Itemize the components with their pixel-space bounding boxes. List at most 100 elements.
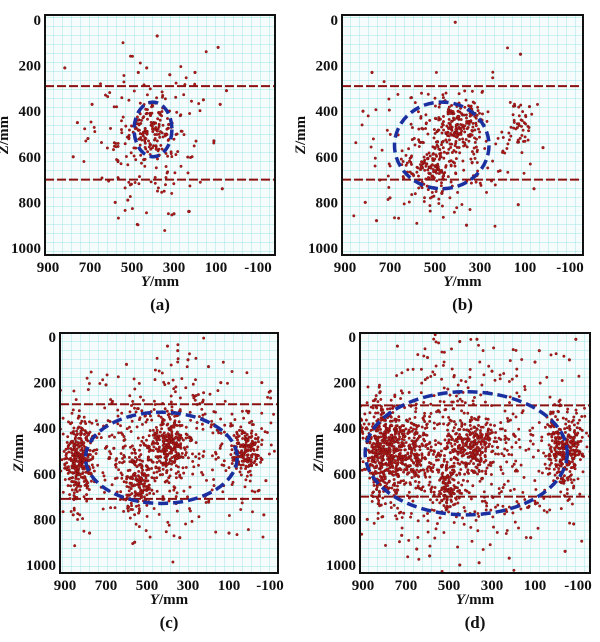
scatter-point [201, 473, 205, 477]
scatter-point [159, 455, 163, 459]
scatter-point [523, 498, 527, 501]
scatter-point [175, 424, 179, 427]
scatter-point [257, 454, 260, 458]
scatter-point [143, 141, 147, 145]
scatter-point [136, 436, 140, 440]
scatter-point [367, 422, 371, 426]
x-axis-var: Y [141, 274, 152, 290]
scatter-point [239, 508, 243, 511]
scatter-point [396, 92, 400, 96]
scatter-point [491, 159, 495, 163]
scatter-point [421, 433, 425, 437]
scatter-point [427, 451, 431, 455]
scatter-point [500, 452, 504, 456]
scatter-point [262, 513, 266, 517]
scatter-point [155, 133, 159, 136]
scatter-point [188, 352, 191, 356]
scatter-point [470, 133, 474, 137]
scatter-point [456, 461, 460, 465]
scatter-point [176, 357, 180, 361]
scatter-point [363, 412, 367, 416]
scatter-point [75, 466, 79, 470]
scatter-point [188, 439, 192, 443]
scatter-point [557, 590, 560, 593]
scatter-point [450, 400, 454, 404]
scatter-point [194, 394, 198, 398]
scatter-point [408, 159, 411, 163]
scatter-point [426, 132, 430, 136]
scatter-point [512, 462, 516, 466]
scatter-point [428, 480, 432, 484]
scatter-point [169, 152, 173, 156]
scatter-point [137, 493, 141, 497]
scatter-point [484, 472, 488, 476]
scatter-point [429, 374, 433, 378]
scatter-point [379, 435, 383, 439]
scatter-point [482, 490, 486, 494]
scatter-point [513, 520, 517, 524]
scatter-point [391, 470, 395, 474]
scatter-point [429, 490, 433, 494]
scatter-point [455, 440, 459, 444]
scatter-point [482, 373, 486, 377]
scatter-point [511, 511, 515, 515]
scatter-point [408, 447, 412, 450]
scatter-point [532, 187, 536, 191]
scatter-point [78, 513, 82, 517]
scatter-point [256, 445, 260, 449]
scatter-point [436, 140, 440, 144]
scatter-point [98, 382, 102, 385]
scatter-point [546, 432, 550, 436]
scatter-point [200, 407, 204, 411]
scatter-point [63, 457, 67, 461]
scatter-point [443, 171, 447, 175]
scatter-point [177, 445, 181, 449]
scatter-point [165, 463, 169, 467]
scatter-point [507, 380, 511, 383]
scatter-point [164, 530, 168, 534]
scatter-point [194, 441, 198, 445]
scatter-point [478, 463, 482, 467]
scatter-point [565, 476, 569, 480]
scatter-point [147, 486, 151, 490]
scatter-point [144, 464, 148, 468]
scatter-point [434, 458, 438, 462]
scatter-point [543, 425, 547, 429]
scatter-point [82, 444, 86, 448]
scatter-point [416, 474, 420, 478]
x-tick-label: 500 [438, 578, 461, 594]
scatter-point [510, 464, 514, 468]
scatter-point [414, 444, 418, 448]
scatter-point [445, 140, 449, 144]
scatter-point [550, 435, 554, 439]
scatter-point [470, 150, 474, 154]
scatter-point [212, 139, 216, 143]
scatter-point [138, 143, 142, 147]
scatter-point [65, 452, 68, 455]
scatter-point [372, 521, 376, 525]
scatter-point [153, 479, 157, 483]
scatter-point [393, 216, 396, 220]
scatter-point [456, 545, 460, 549]
scatter-point [227, 531, 231, 535]
scatter-point [533, 479, 537, 483]
scatter-point [250, 455, 254, 459]
scatter-point [366, 385, 370, 389]
scatter-point [154, 425, 158, 429]
scatter-point [353, 449, 356, 452]
scatter-point [160, 371, 164, 375]
scatter-point [529, 432, 533, 436]
scatter-point [260, 427, 264, 431]
scatter-point [87, 488, 91, 492]
scatter-point [375, 485, 379, 489]
scatter-point [169, 437, 173, 441]
scatter-point [464, 98, 468, 102]
scatter-point [409, 515, 413, 519]
scatter-point [515, 374, 519, 378]
scatter-point [575, 411, 578, 415]
y-tick-label: 800 [316, 195, 339, 211]
scatter-point [572, 478, 576, 482]
scatter-point [260, 381, 264, 385]
scatter-point [558, 398, 562, 402]
